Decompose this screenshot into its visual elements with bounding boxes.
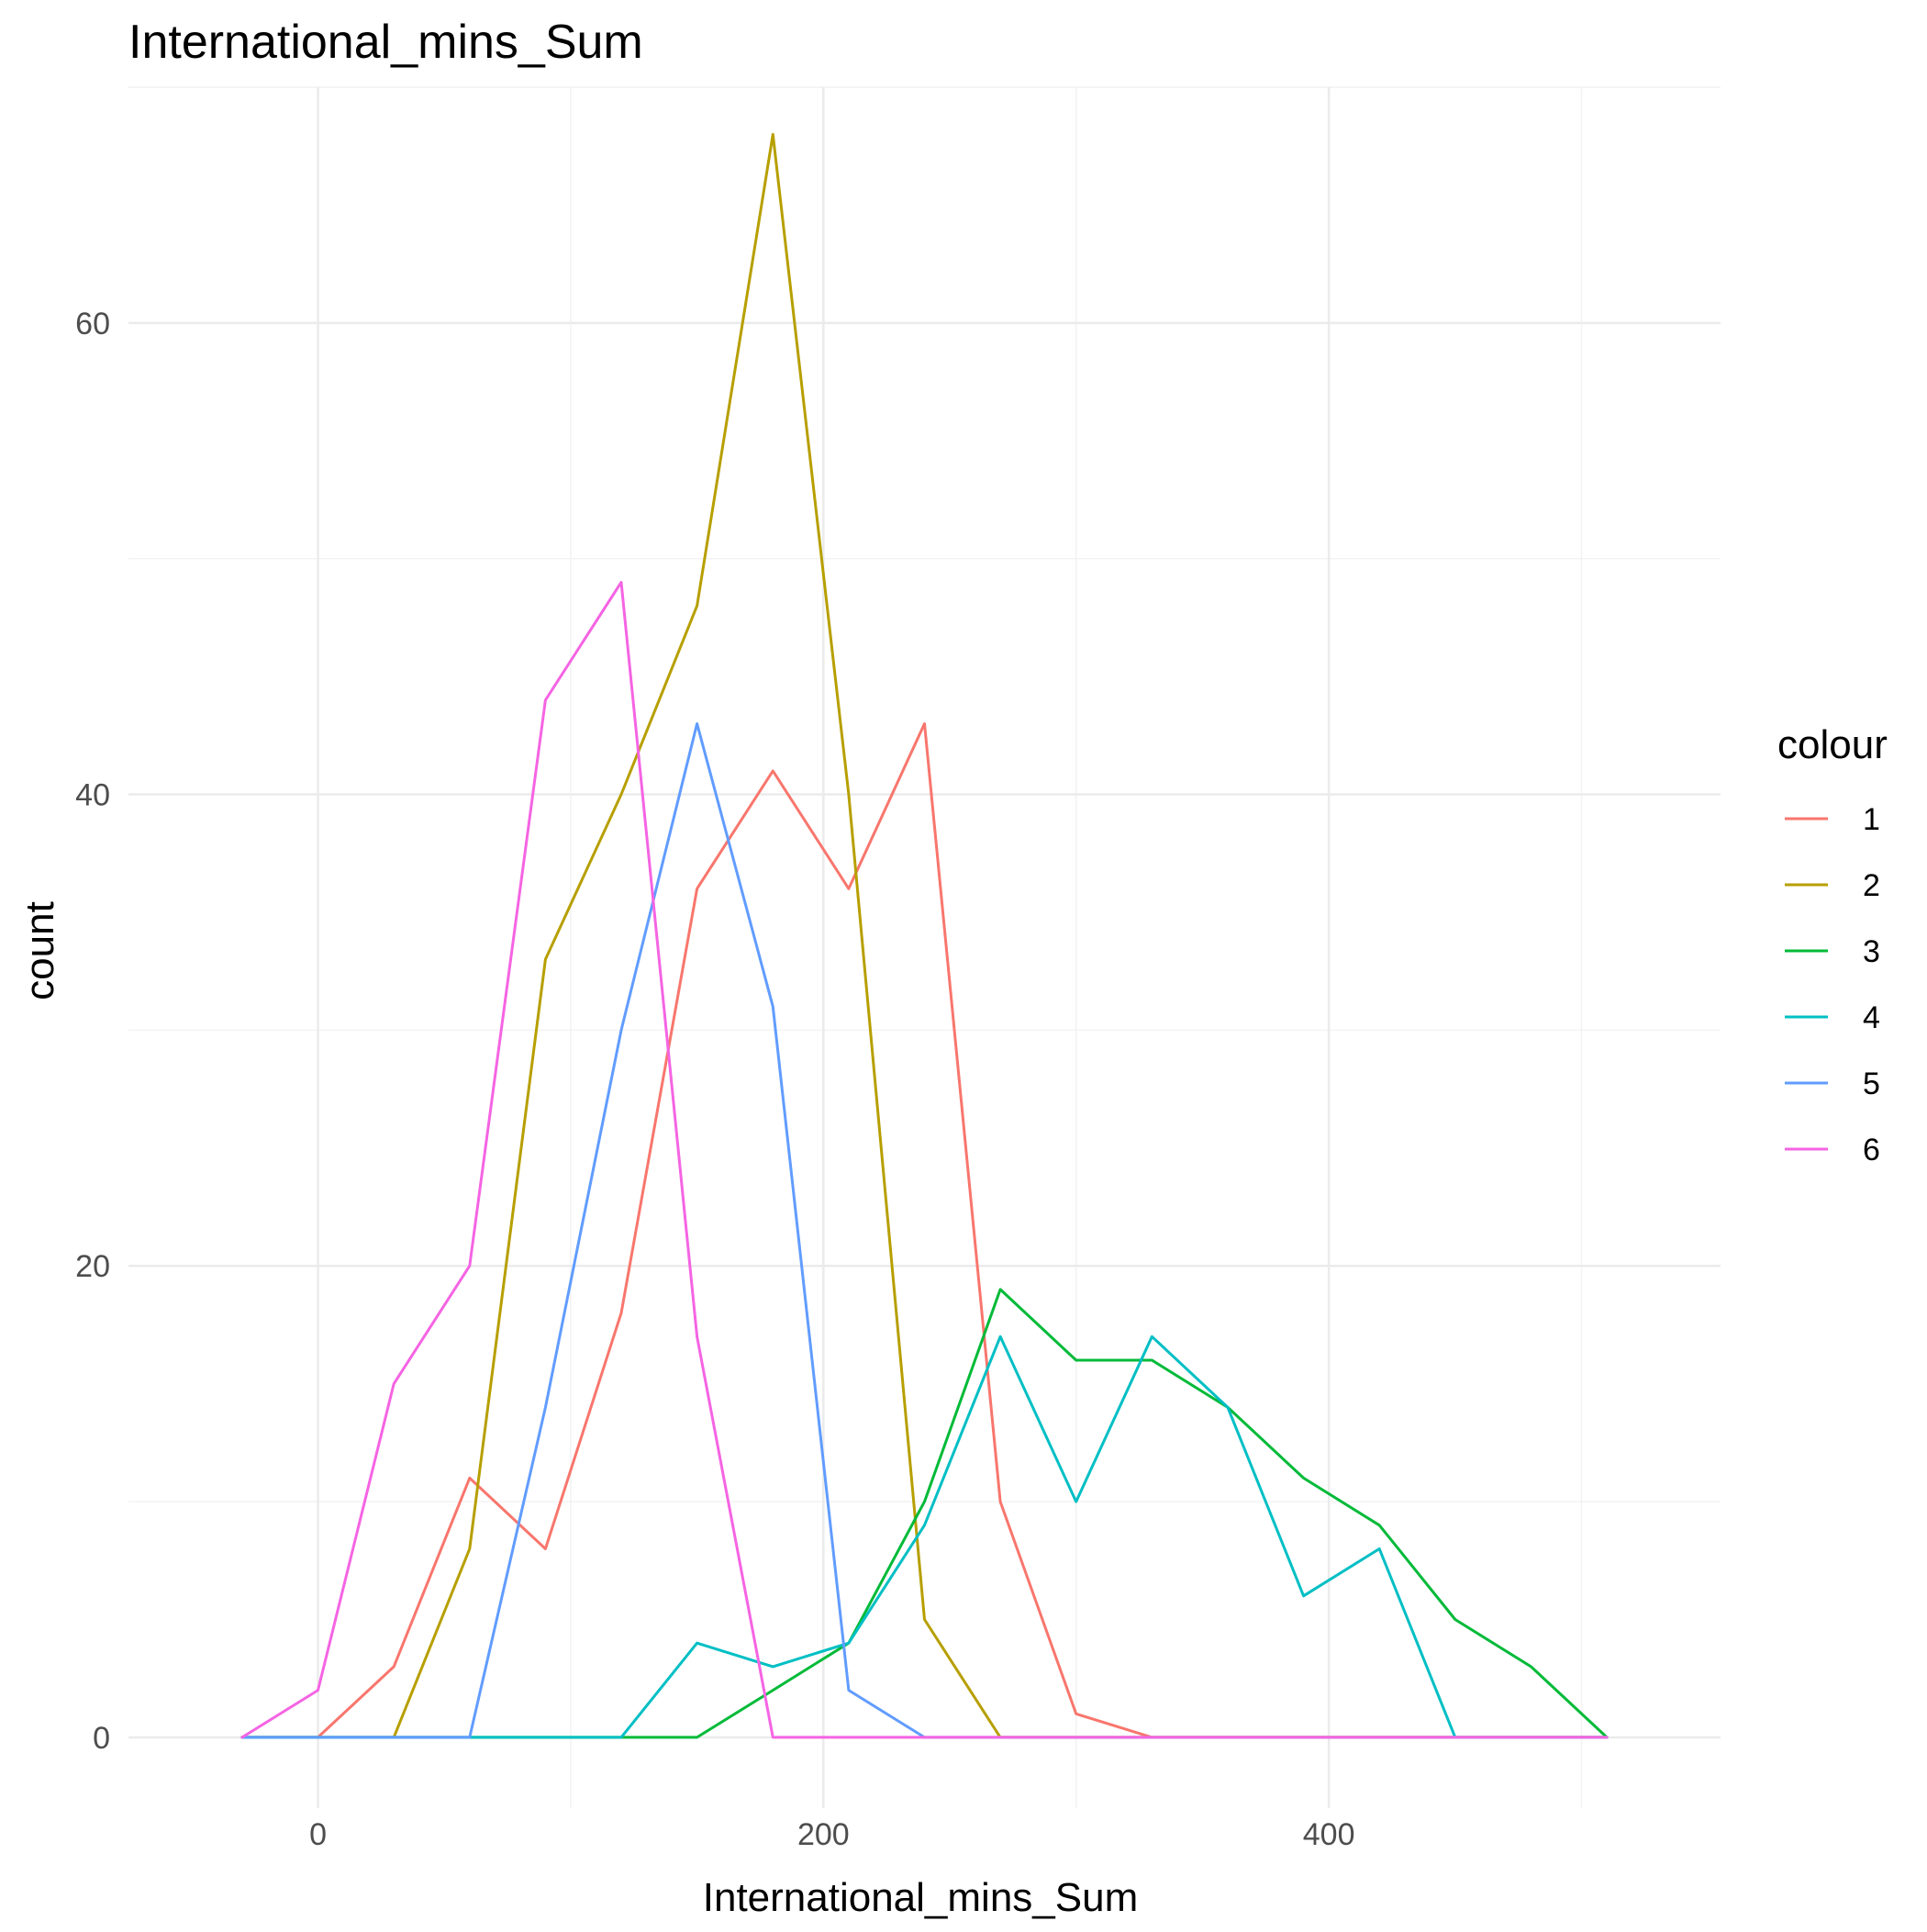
- legend-item-5: 5: [1785, 1067, 1880, 1101]
- x-tick-label: 400: [1303, 1817, 1355, 1852]
- series-layer: [240, 132, 1609, 1739]
- y-tick-label: 40: [75, 778, 110, 813]
- legend-item-1: 1: [1785, 802, 1880, 837]
- legend-items: 1 2 3 4 5 6: [1785, 802, 1880, 1167]
- legend-label-3: 3: [1863, 934, 1880, 969]
- legend-label-2: 2: [1863, 868, 1880, 903]
- y-tick-label: 60: [75, 307, 110, 341]
- chart-title: International_mins_Sum: [128, 16, 643, 69]
- legend: colour 1 2 3 4 5 6: [1777, 722, 1888, 1167]
- legend-item-2: 2: [1785, 868, 1880, 903]
- legend-label-5: 5: [1863, 1067, 1880, 1101]
- x-tick-label: 0: [309, 1817, 327, 1852]
- legend-label-4: 4: [1863, 1000, 1880, 1035]
- x-tick-label: 200: [797, 1817, 850, 1852]
- legend-label-6: 6: [1863, 1133, 1880, 1167]
- legend-item-3: 3: [1785, 934, 1880, 969]
- legend-title: colour: [1777, 722, 1888, 767]
- tick-layer: 0 200 400 0 20 40 60: [75, 307, 1354, 1852]
- x-axis-title: International_mins_Sum: [703, 1875, 1138, 1920]
- legend-item-6: 6: [1785, 1133, 1880, 1167]
- legend-label-1: 1: [1863, 802, 1880, 837]
- y-tick-label: 20: [75, 1249, 110, 1284]
- y-axis-title: count: [17, 901, 62, 1000]
- y-tick-label: 0: [93, 1721, 110, 1756]
- series-line-6: [240, 580, 1609, 1739]
- legend-item-4: 4: [1785, 1000, 1880, 1035]
